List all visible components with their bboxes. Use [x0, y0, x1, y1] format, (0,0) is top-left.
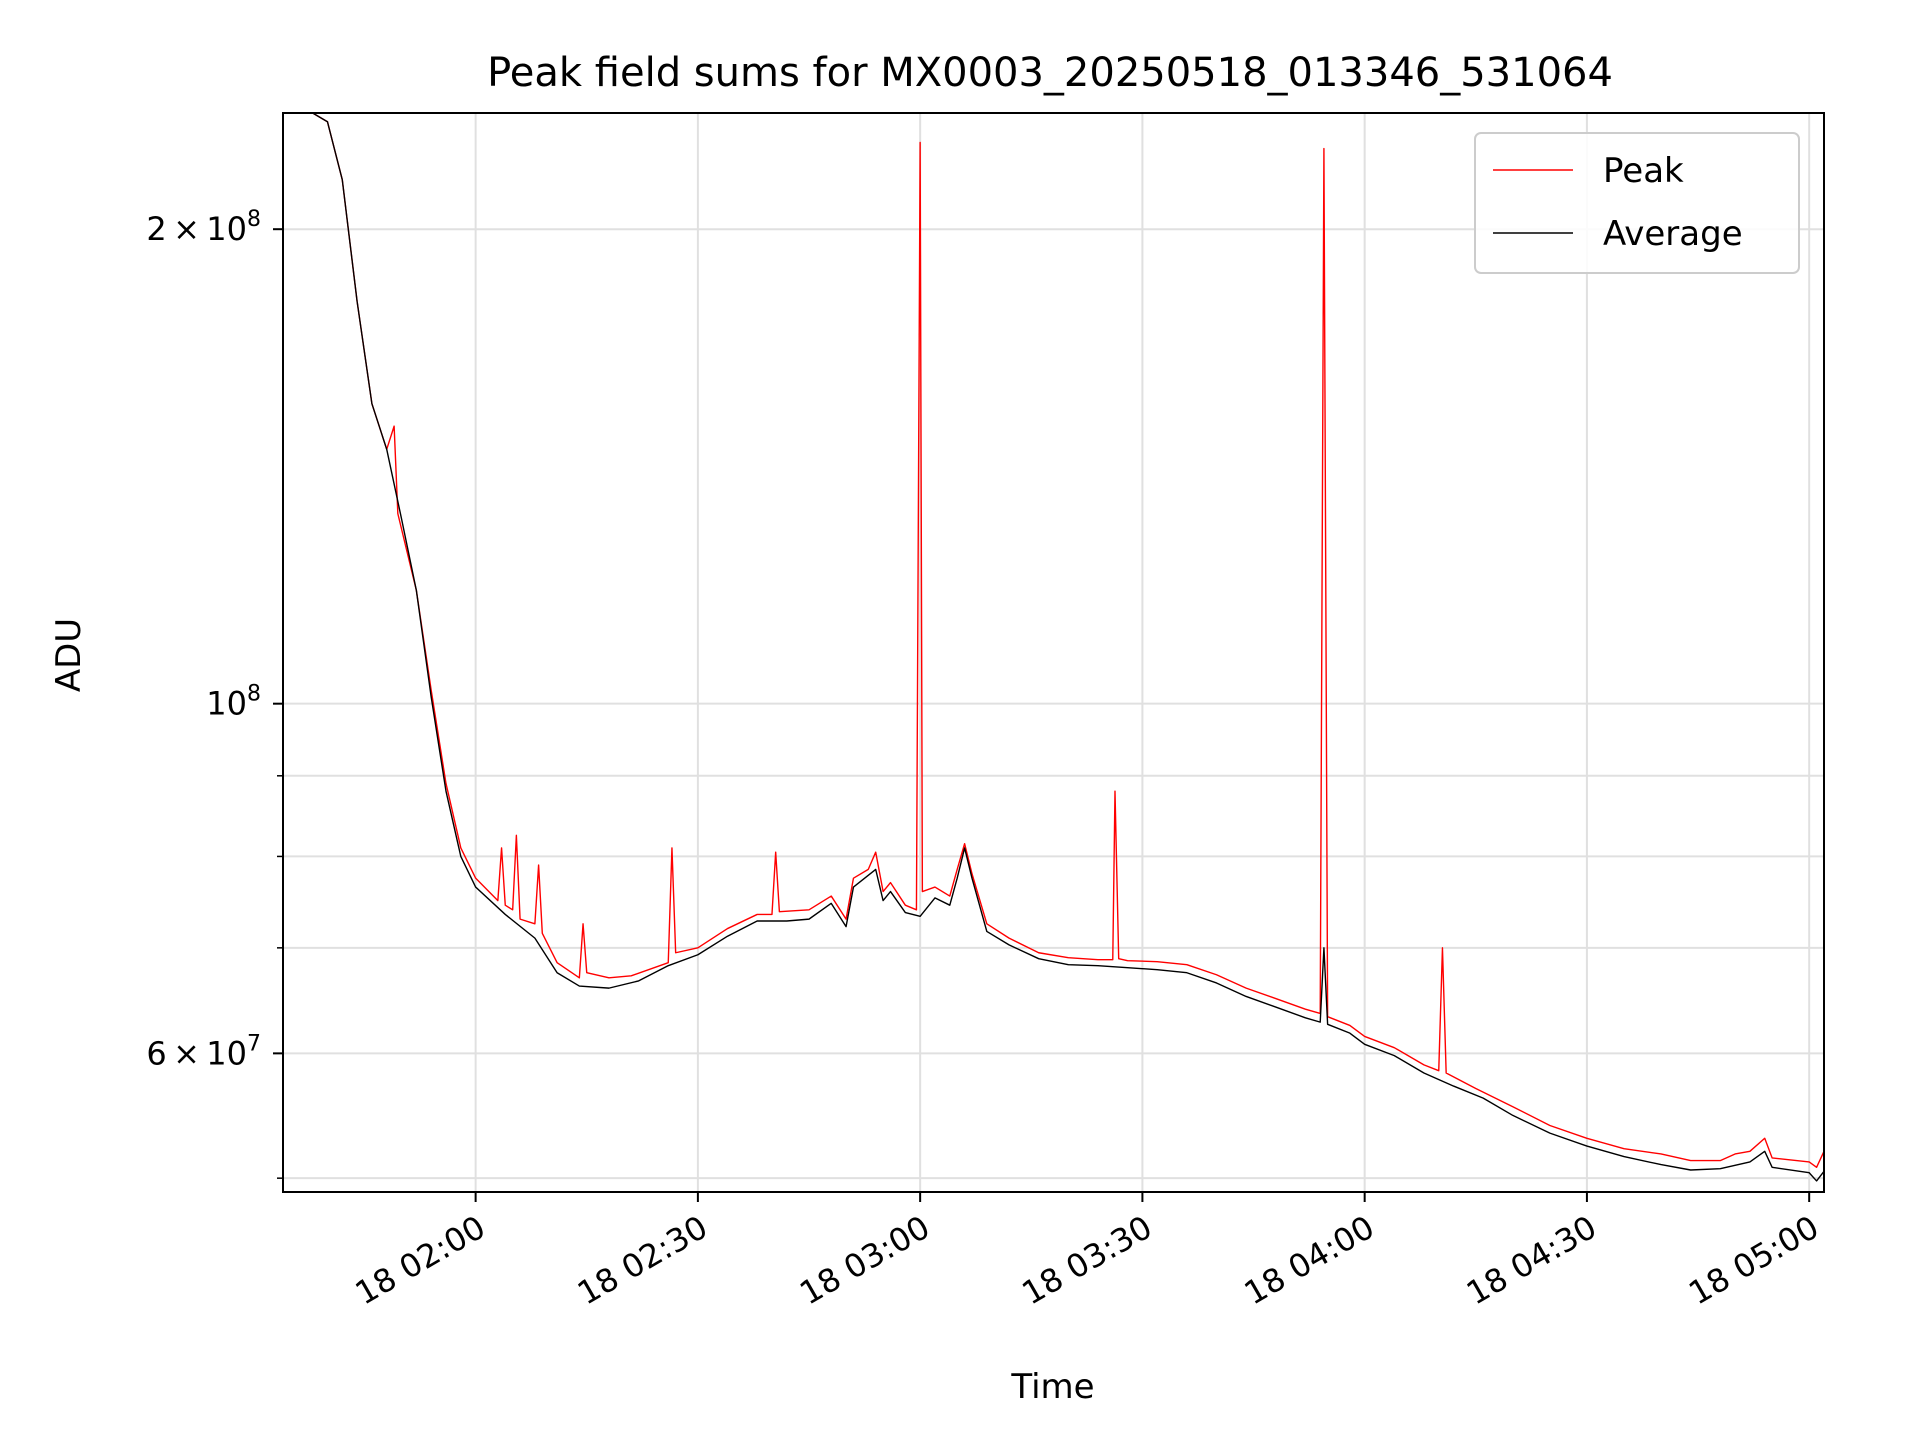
- y-tick-label: 2 × 108: [146, 207, 261, 248]
- legend-label-average: Average: [1603, 214, 1743, 254]
- x-axis-label: Time: [1010, 1367, 1094, 1407]
- series-line-peak: [283, 113, 1824, 1169]
- y-axis-label: ADU: [49, 618, 89, 692]
- series-line-average: [283, 113, 1824, 1182]
- y-tick-label: 108: [206, 682, 261, 723]
- y-tick-label: 6 × 107: [146, 1031, 261, 1072]
- chart-title: Peak field sums for MX0003_20250518_0133…: [487, 50, 1613, 96]
- legend-label-peak: Peak: [1603, 151, 1684, 191]
- legend-box: [1474, 132, 1800, 274]
- plot-frame: [282, 112, 1825, 1193]
- legend: Peak Average: [1474, 132, 1800, 274]
- plot-area: [283, 113, 1824, 1182]
- series-layer: [283, 113, 1824, 1182]
